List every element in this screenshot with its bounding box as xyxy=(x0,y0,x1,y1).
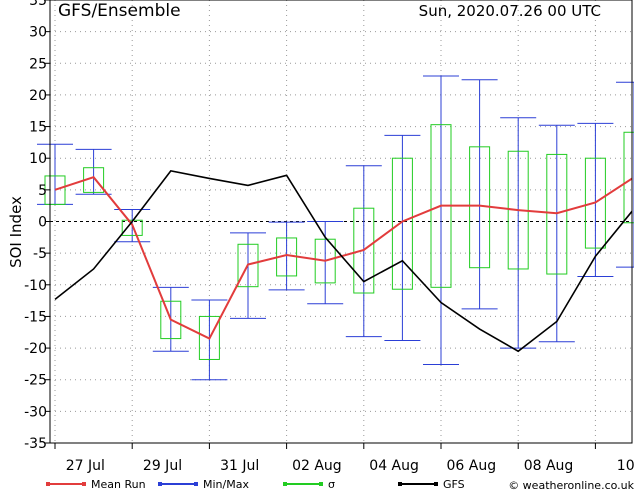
grid xyxy=(50,0,632,443)
credit: © weatheronline.co.uk xyxy=(508,479,634,490)
legend-label-minmax: Min/Max xyxy=(203,478,249,490)
legend-marker xyxy=(398,482,402,486)
sigma-box xyxy=(314,238,336,284)
y-axis-ticks: 35 30 25 20 15 10 5 0 -5 -10 -15 -20 -25 -30 -35 xyxy=(24,0,50,452)
legend-label-mean: Mean Run xyxy=(91,478,146,490)
x-tick-label: 08 Aug xyxy=(524,458,574,474)
x-tick-label: 10 xyxy=(617,458,634,474)
legend-marker xyxy=(434,482,438,486)
sigma-box xyxy=(353,207,375,294)
y-tick-label: 20 xyxy=(29,88,47,104)
legend: Mean Run Min/Max σ GFS xyxy=(46,478,465,490)
x-tick-label: 29 Jul xyxy=(143,458,182,474)
y-tick-label: -25 xyxy=(24,373,47,389)
sigma-box xyxy=(198,315,220,360)
sigma-box xyxy=(584,157,606,249)
sigma-box xyxy=(546,153,568,275)
y-tick-label: 15 xyxy=(29,120,47,136)
y-tick-label: 0 xyxy=(38,215,47,231)
x-tick-label: 02 Aug xyxy=(292,458,342,474)
x-tick-label: 04 Aug xyxy=(369,458,419,474)
sigma-box xyxy=(237,243,259,288)
series-lines xyxy=(54,169,632,353)
y-axis-label: SOI Index xyxy=(7,196,25,268)
y-tick-label: -30 xyxy=(24,404,47,420)
y-tick-label: 5 xyxy=(38,183,47,199)
legend-label-sigma: σ xyxy=(328,478,335,490)
y-tick-label: -15 xyxy=(24,309,47,325)
y-tick-label: -35 xyxy=(24,436,47,452)
legend-marker xyxy=(283,482,287,486)
gfs-line xyxy=(54,169,632,353)
x-axis-ticks: 27 Jul 29 Jul 31 Jul 02 Aug 04 Aug 06 Aug 08 A… xyxy=(54,443,634,474)
y-tick-label: 25 xyxy=(29,56,47,72)
legend-marker xyxy=(46,482,50,486)
x-tick-label: 31 Jul xyxy=(220,458,259,474)
sigma-box xyxy=(160,300,182,340)
y-tick-label: -10 xyxy=(24,278,47,294)
legend-marker xyxy=(194,482,198,486)
y-tick-label: 10 xyxy=(29,151,47,167)
sigma-box xyxy=(623,131,634,224)
y-tick-label: -5 xyxy=(33,246,47,262)
x-tick-label: 27 Jul xyxy=(66,458,105,474)
x-tick-label: 06 Aug xyxy=(446,458,496,474)
chart-title: GFS/Ensemble xyxy=(58,1,181,21)
legend-marker xyxy=(319,482,323,486)
sigma-box xyxy=(391,157,413,290)
mean-run-line xyxy=(54,176,632,340)
y-tick-label: 35 xyxy=(29,0,47,9)
y-tick-label: -20 xyxy=(24,341,47,357)
y-tick-label: 30 xyxy=(29,25,47,41)
date-label: Sun, 2020.07.26 00 UTC xyxy=(419,2,601,20)
legend-label-gfs: GFS xyxy=(443,478,465,490)
legend-marker xyxy=(158,482,162,486)
legend-marker xyxy=(82,482,86,486)
